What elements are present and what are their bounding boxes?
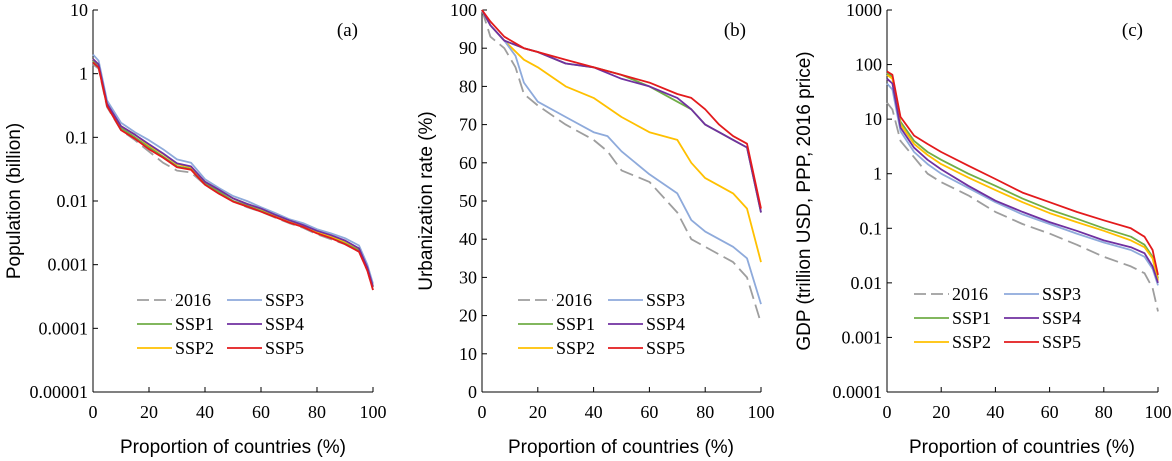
y-tick-label: 50 [459, 191, 477, 211]
y-axis-title: Urbanization rate (%) [416, 111, 437, 291]
y-tick-label: 0.01 [57, 191, 89, 211]
panel-label: (a) [337, 20, 358, 41]
legend-label: SSP5 [1042, 332, 1081, 352]
x-tick-label: 60 [640, 402, 658, 422]
series-line-ssp4 [92, 58, 374, 287]
series-line-ssp1 [92, 60, 374, 287]
x-tick-label: 100 [748, 402, 775, 422]
legend-label: SSP2 [952, 332, 991, 352]
series-line-ssp5 [481, 9, 762, 209]
x-tick-label: 20 [529, 402, 547, 422]
legend-label: SSP3 [265, 290, 304, 310]
series-line-ssp1 [886, 72, 1159, 279]
legend-label: SSP5 [646, 338, 685, 358]
x-tick-label: 40 [986, 402, 1004, 422]
y-tick-label: 70 [459, 115, 477, 135]
x-axis-title: Proportion of countries (%) [120, 437, 346, 458]
legend-label: SSP2 [556, 338, 595, 358]
panel-label: (c) [1122, 20, 1143, 41]
series-line-ssp1 [481, 9, 762, 213]
y-tick-label: 100 [450, 0, 477, 20]
legend-label: SSP5 [265, 338, 304, 358]
x-tick-label: 60 [252, 402, 270, 422]
y-tick-label: 10 [864, 109, 882, 129]
y-tick-label: 0 [468, 382, 477, 402]
y-tick-label: 1 [79, 64, 88, 84]
series-line-2016 [481, 9, 762, 324]
series-line-ssp2 [92, 58, 374, 287]
x-tick-label: 100 [360, 402, 387, 422]
y-tick-label: 0.001 [842, 327, 883, 347]
series-line-ssp2 [886, 74, 1159, 281]
y-tick-label: 20 [459, 306, 477, 326]
series-line-2016 [886, 102, 1159, 312]
x-tick-label: 100 [1145, 402, 1172, 422]
series-line-ssp3 [481, 9, 762, 305]
y-tick-label: 10 [459, 344, 477, 364]
legend-label: SSP1 [556, 314, 595, 334]
series-line-ssp5 [886, 70, 1159, 276]
x-tick-label: 40 [196, 402, 214, 422]
y-tick-label: 0.1 [66, 127, 89, 147]
legend-label: 2016 [952, 284, 988, 304]
x-tick-label: 80 [308, 402, 326, 422]
x-axis-title: Proportion of countries (%) [909, 437, 1135, 458]
x-tick-label: 0 [883, 402, 892, 422]
y-tick-label: 0.01 [851, 273, 883, 293]
legend-label: SSP4 [1042, 308, 1081, 328]
y-tick-label: 40 [459, 229, 477, 249]
y-tick-label: 90 [459, 38, 477, 58]
y-tick-label: 0.00001 [30, 382, 89, 402]
y-tick-label: 0.1 [860, 218, 883, 238]
y-tick-label: 100 [855, 55, 882, 75]
chart-panel-2: 0 10 20 30 40 50 60 70 80 90 100 0 20 40 60 80 100 Propor… [416, 0, 775, 458]
x-tick-label: 80 [1095, 402, 1113, 422]
panel-label: (b) [724, 20, 746, 41]
x-tick-label: 20 [932, 402, 950, 422]
y-tick-label: 30 [459, 267, 477, 287]
x-tick-label: 20 [140, 402, 158, 422]
legend-label: SSP1 [952, 308, 991, 328]
y-tick-label: 0.0001 [39, 318, 89, 338]
y-tick-label: 60 [459, 153, 477, 173]
x-tick-label: 0 [478, 402, 487, 422]
x-tick-label: 0 [89, 402, 98, 422]
legend-label: 2016 [556, 290, 592, 310]
y-tick-label: 1000 [846, 0, 882, 20]
series-line-ssp3 [886, 82, 1159, 286]
x-tick-label: 40 [585, 402, 603, 422]
y-tick-label: 0.0001 [833, 382, 883, 402]
y-tick-label: 80 [459, 76, 477, 96]
series-line-ssp4 [886, 78, 1159, 284]
series-line-2016 [92, 63, 374, 291]
y-tick-label: 10 [70, 0, 88, 20]
series-line-ssp4 [481, 9, 762, 213]
y-axis-title: GDP (trillion USD, PPP, 2016 price) [794, 51, 815, 350]
legend-label: 2016 [175, 290, 211, 310]
series-line-ssp2 [481, 9, 762, 263]
series-line-ssp5 [92, 61, 374, 291]
legend-label: SSP4 [646, 314, 685, 334]
series-line-ssp3 [92, 53, 374, 285]
legend-label: SSP3 [1042, 284, 1081, 304]
x-tick-label: 60 [1041, 402, 1059, 422]
y-tick-label: 0.001 [48, 255, 89, 275]
x-axis-title: Proportion of countries (%) [508, 437, 734, 458]
legend-label: SSP4 [265, 314, 304, 334]
legend-label: SSP2 [175, 338, 214, 358]
y-tick-label: 1 [873, 164, 882, 184]
legend-label: SSP3 [646, 290, 685, 310]
y-axis-title: Population (billion) [4, 123, 25, 279]
legend-label: SSP1 [175, 314, 214, 334]
x-tick-label: 80 [696, 402, 714, 422]
